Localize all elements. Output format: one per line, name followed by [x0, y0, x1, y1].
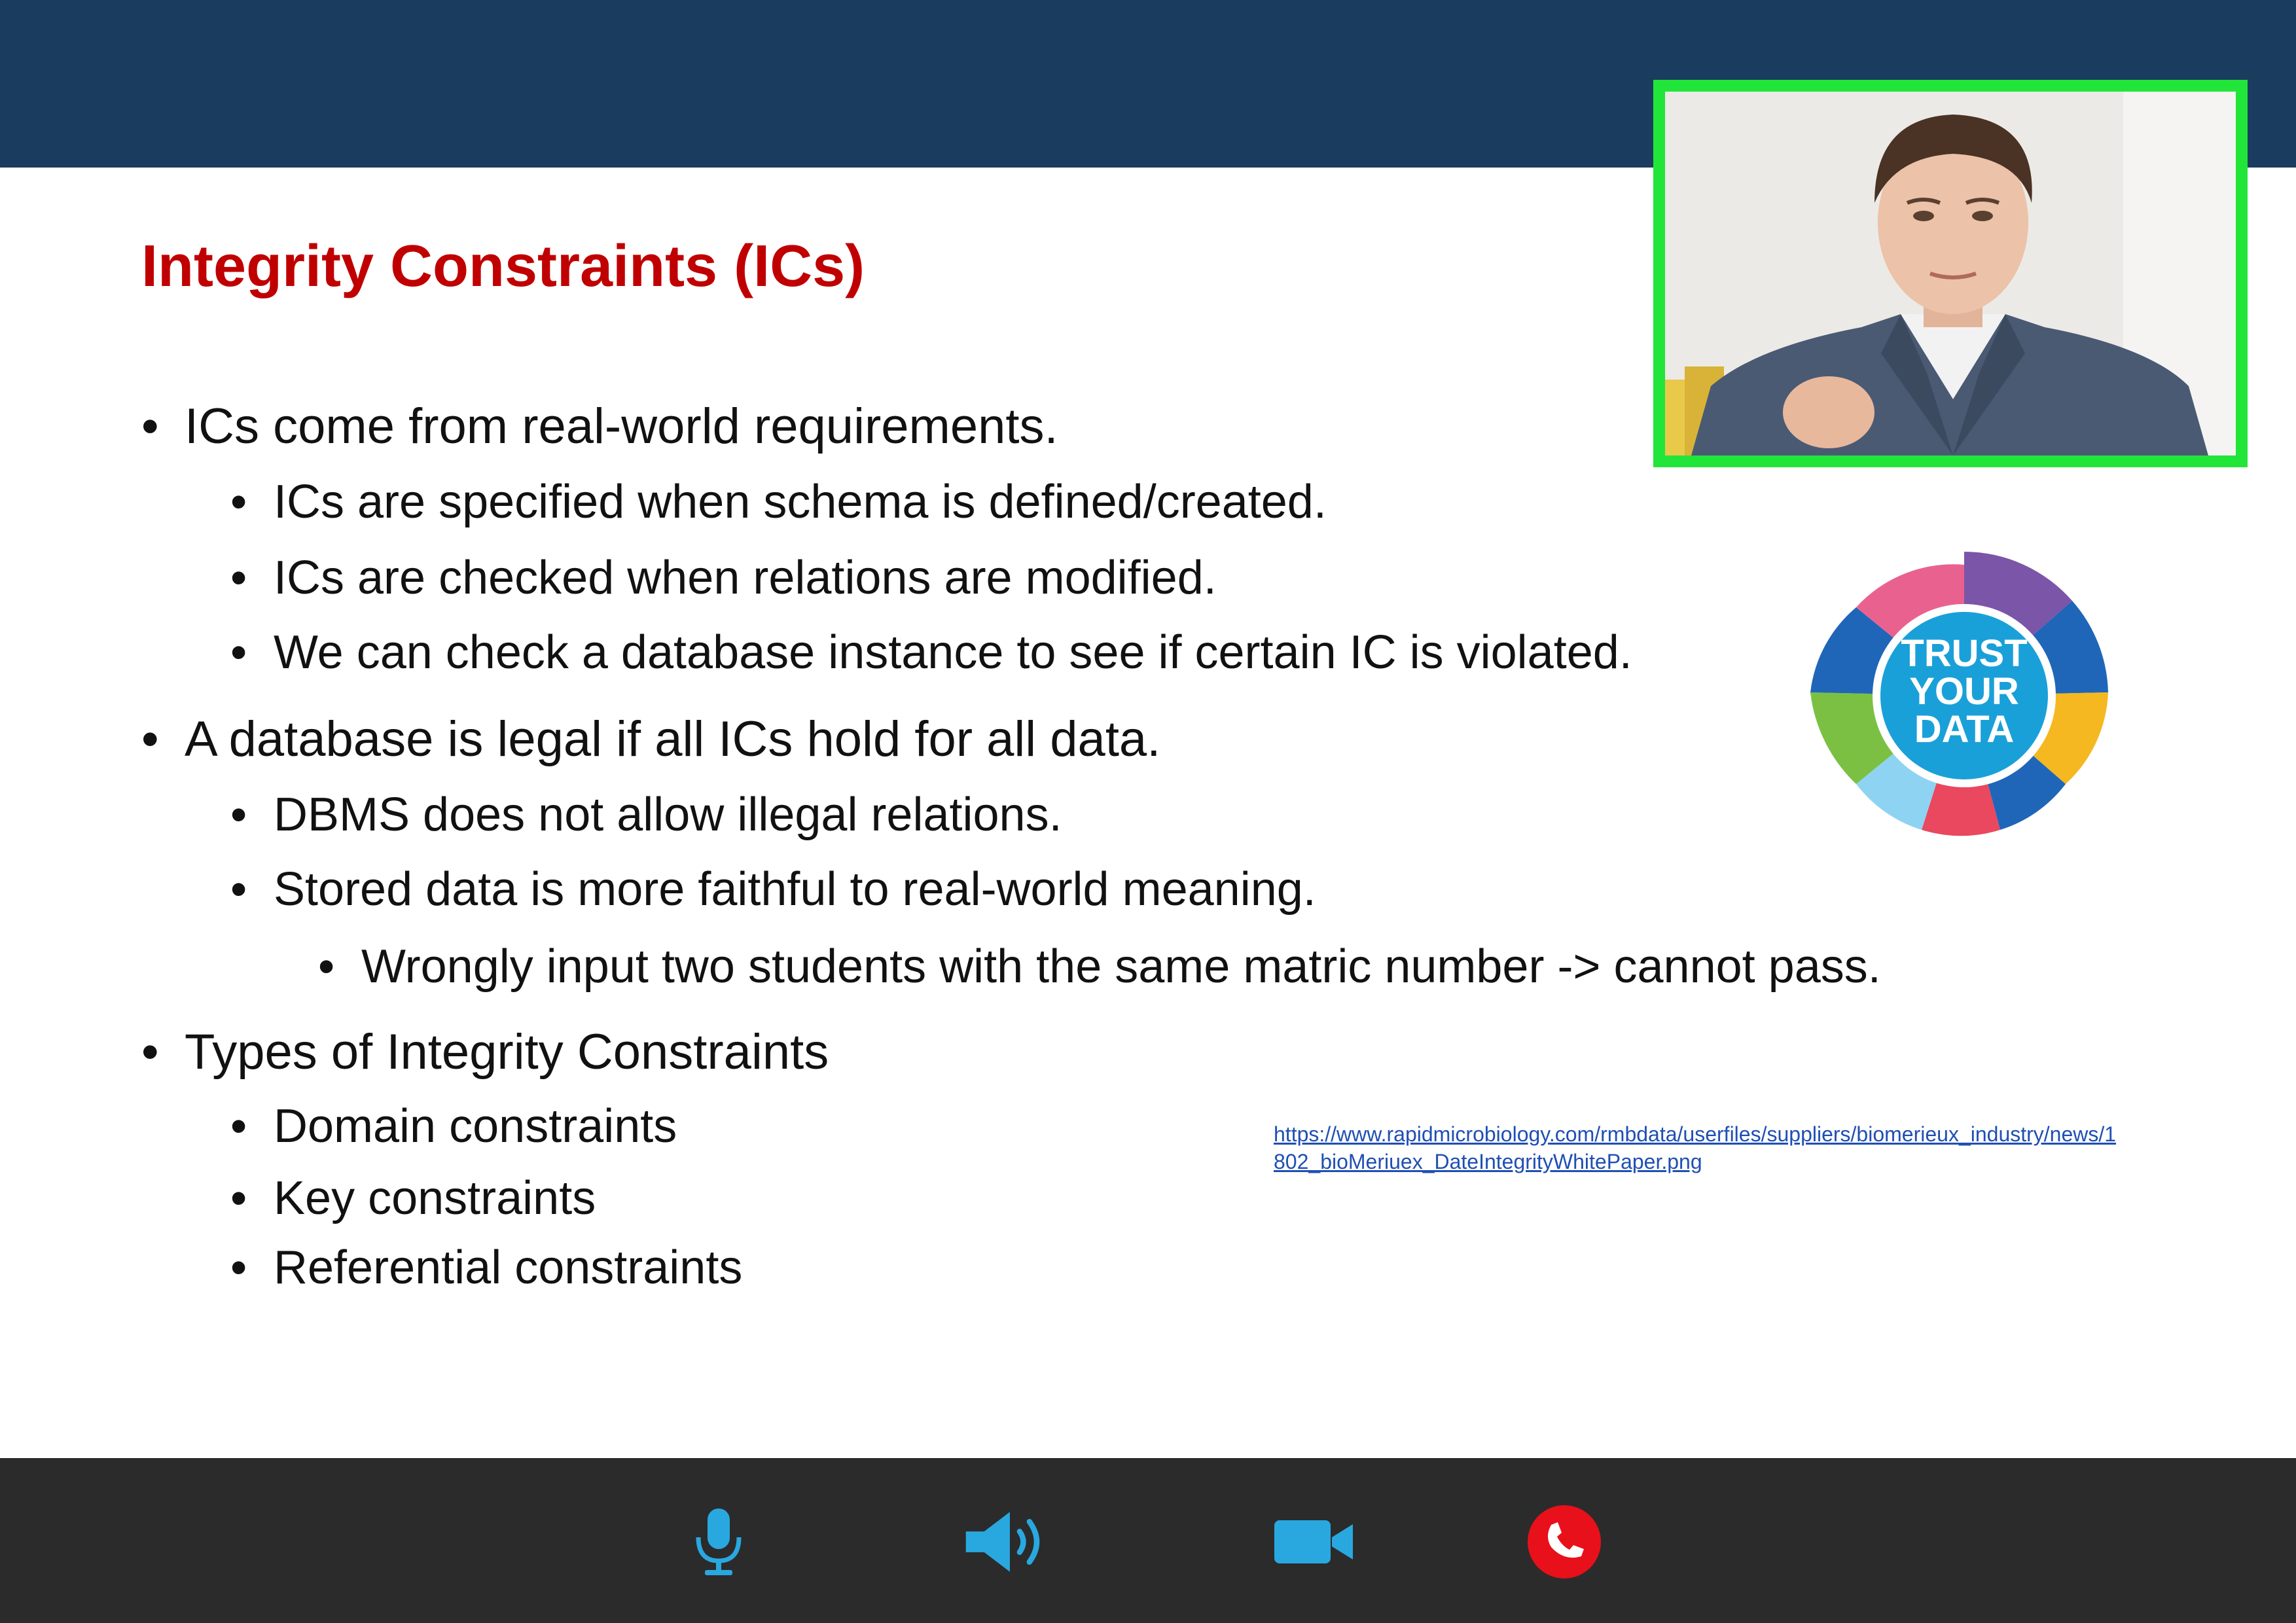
microphone-icon: [696, 1508, 742, 1575]
bullet-item: • DBMS does not allow illegal relations.: [230, 789, 1062, 841]
bullet-item: • Wrongly input two students with the sam…: [318, 940, 1881, 993]
hang-up-icon: [1528, 1505, 1601, 1578]
logo-text: DATA: [1914, 708, 2014, 751]
trust-your-data-logo: TRUST YOUR DATA: [1810, 552, 2108, 836]
speaker-icon: [965, 1512, 1040, 1572]
camera-button[interactable]: [1268, 1496, 1360, 1588]
hang-up-button[interactable]: [1518, 1496, 1610, 1588]
participant-video-tile[interactable]: [1653, 80, 2248, 467]
bullet-item: • Referential constraints: [230, 1241, 743, 1294]
slide-title: Integrity Constraints (ICs): [141, 234, 865, 299]
bullet-item: • Types of Integrity Constraints: [141, 1024, 829, 1080]
call-controls-bar: [0, 1458, 2296, 1623]
bullet-item: • ICs are specified when schema is define…: [230, 476, 1327, 528]
bullet-item: • A database is legal if all ICs hold for…: [141, 711, 1161, 767]
speaker-button[interactable]: [963, 1496, 1055, 1588]
bullet-item: • ICs come from real-world requirements.: [141, 399, 1058, 454]
person-video-feed: [1665, 92, 2236, 455]
bullet-item: • We can check a database instance to see…: [230, 626, 1632, 679]
bullet-item: • Key constraints: [230, 1172, 596, 1224]
microphone-button[interactable]: [673, 1496, 764, 1588]
bullet-item: • Stored data is more faithful to real-wo…: [230, 863, 1316, 916]
bullet-item: • Domain constraints: [230, 1100, 677, 1152]
bullet-item: • ICs are checked when relations are modi…: [230, 552, 1217, 604]
logo-text: YOUR: [1909, 670, 2019, 713]
image-source-link-line[interactable]: 802_bioMeriuex_DateIntegrityWhitePaper.p…: [1274, 1150, 1702, 1173]
logo-text: TRUST: [1901, 632, 2027, 675]
image-source-link[interactable]: https://www.rapidmicrobiology.com/rmbdat…: [1274, 1120, 2229, 1175]
video-camera-icon: [1274, 1520, 1353, 1563]
image-source-link-line[interactable]: https://www.rapidmicrobiology.com/rmbdat…: [1274, 1122, 2117, 1146]
